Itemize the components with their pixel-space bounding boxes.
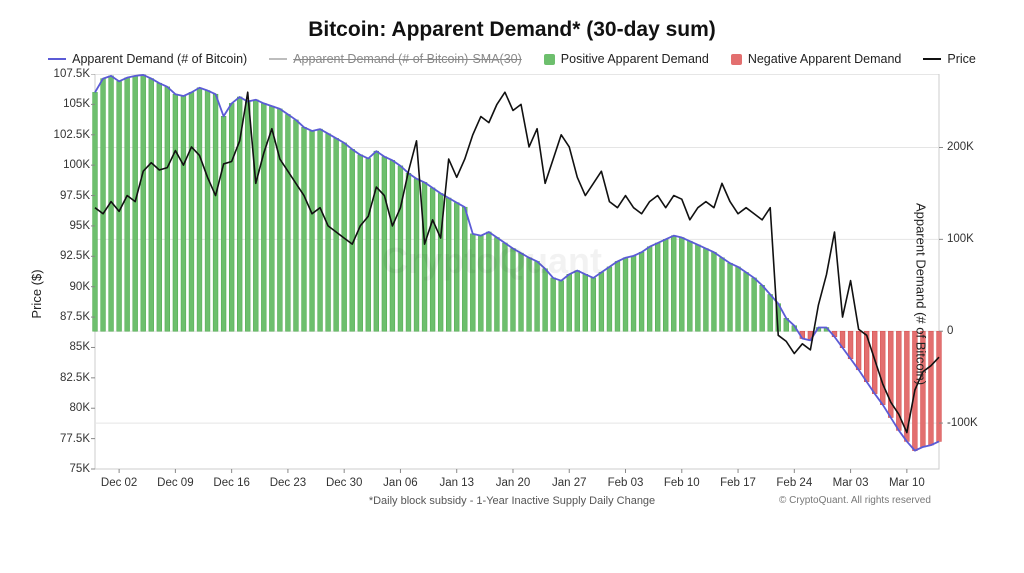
chart-container: Bitcoin: Apparent Demand* (30-day sum) A… [0,0,1024,573]
y-left-tick: 92.5K [40,250,90,262]
legend-label-negative: Negative Apparent Demand [748,52,902,66]
legend-item-demand: Apparent Demand (# of Bitcoin) [48,52,247,66]
y-left-tick: 80K [40,402,90,414]
y-left-tick: 82.5K [40,372,90,384]
y-right-tick: 200K [947,141,974,153]
copyright-text: © CryptoQuant. All rights reserved [779,495,931,506]
y-left-tick: 95K [40,220,90,232]
legend-swatch-negative [731,54,742,65]
legend-item-positive: Positive Apparent Demand [544,52,709,66]
y-right-tick: -100K [947,417,978,429]
legend-swatch-demand [48,58,66,60]
x-tick: Dec 02 [101,477,137,489]
legend-label-price: Price [947,52,975,66]
x-tick: Feb 17 [720,477,756,489]
chart-plot-area: Price ($) Apparent Demand (# of Bitcoin)… [20,74,1004,514]
legend-label-demand: Apparent Demand (# of Bitcoin) [72,52,247,66]
y-left-tick: 77.5K [40,433,90,445]
x-tick: Feb 24 [776,477,812,489]
y-left-tick: 85K [40,341,90,353]
chart-svg [20,74,1004,514]
x-tick: Dec 23 [270,477,306,489]
legend-label-positive: Positive Apparent Demand [561,52,709,66]
x-tick: Jan 13 [439,477,474,489]
x-tick: Feb 10 [664,477,700,489]
x-tick: Jan 20 [496,477,531,489]
y-right-tick: 100K [947,233,974,245]
y-right-tick: 0 [947,325,953,337]
legend-item-negative: Negative Apparent Demand [731,52,902,66]
legend-label-sma: Apparent Demand (# of Bitcoin)-SMA(30) [293,52,522,66]
y-axis-right-label: Apparent Demand (# of Bitcoin) [913,203,928,385]
legend-swatch-price [923,58,941,60]
x-tick: Mar 10 [889,477,925,489]
legend: Apparent Demand (# of Bitcoin) Apparent … [20,52,1004,66]
x-tick: Dec 16 [213,477,249,489]
x-tick: Mar 03 [833,477,869,489]
y-left-tick: 105K [40,98,90,110]
y-left-tick: 87.5K [40,311,90,323]
legend-item-sma: Apparent Demand (# of Bitcoin)-SMA(30) [269,52,522,66]
x-tick: Dec 30 [326,477,362,489]
x-tick: Dec 09 [157,477,193,489]
legend-swatch-positive [544,54,555,65]
x-tick: Jan 06 [383,477,418,489]
y-left-tick: 107.5K [40,68,90,80]
y-left-tick: 75K [40,463,90,475]
y-left-tick: 102.5K [40,129,90,141]
footnote: *Daily block subsidy - 1-Year Inactive S… [369,495,655,507]
x-tick: Feb 03 [608,477,644,489]
y-left-tick: 90K [40,281,90,293]
chart-title: Bitcoin: Apparent Demand* (30-day sum) [20,18,1004,42]
y-left-tick: 100K [40,159,90,171]
y-left-tick: 97.5K [40,190,90,202]
legend-item-price: Price [923,52,975,66]
legend-swatch-sma [269,58,287,60]
x-tick: Jan 27 [552,477,587,489]
